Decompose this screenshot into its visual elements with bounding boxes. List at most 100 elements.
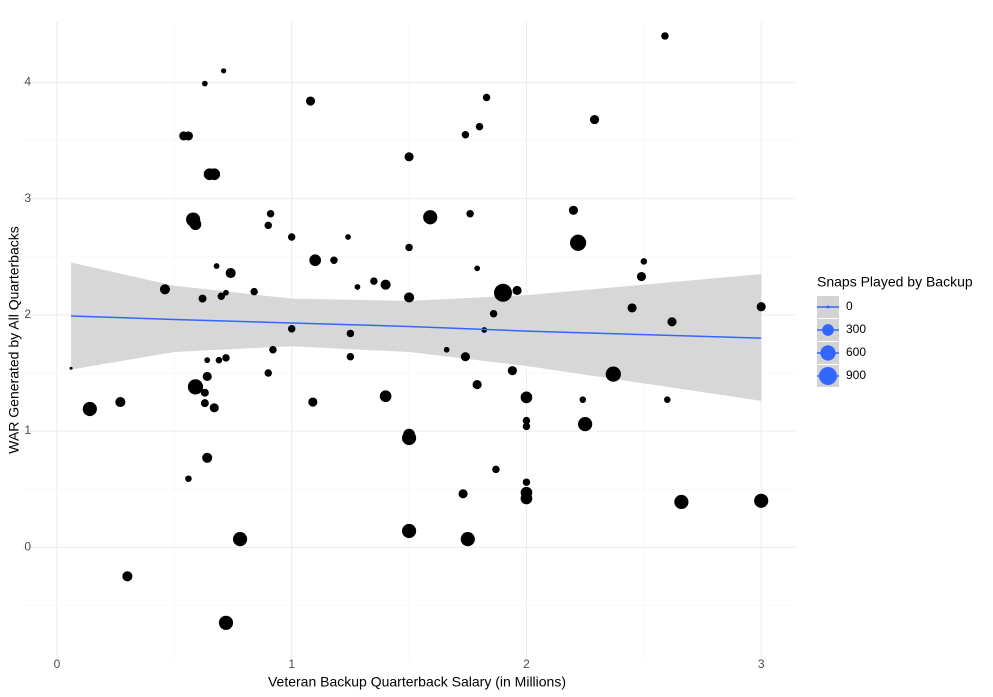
point: [605, 366, 621, 382]
point: [202, 371, 212, 382]
point: [232, 532, 248, 547]
point: [201, 80, 208, 87]
point: [264, 221, 272, 230]
point: [520, 492, 533, 505]
point: [474, 265, 481, 272]
y-axis-title: WAR Generated by All Quarterbacks: [6, 226, 22, 453]
point: [756, 302, 766, 312]
legend-title: Snaps Played by Backup: [817, 274, 973, 290]
point: [401, 430, 417, 446]
point: [185, 475, 192, 482]
point: [578, 417, 593, 432]
point: [522, 478, 531, 486]
y-tick-label: 4: [24, 75, 31, 89]
point: [492, 465, 500, 474]
point: [661, 32, 669, 40]
point: [69, 366, 73, 370]
point: [489, 309, 498, 318]
point: [200, 399, 209, 408]
x-tick-label: 0: [54, 657, 61, 671]
legend-key-point: [820, 345, 836, 361]
point: [346, 352, 355, 361]
x-tick-label: 3: [758, 657, 765, 671]
point: [472, 380, 482, 390]
point: [627, 303, 637, 313]
point: [579, 396, 587, 403]
point: [198, 294, 207, 303]
point: [209, 403, 219, 413]
point: [466, 210, 474, 218]
point: [115, 396, 126, 408]
point: [512, 285, 522, 296]
point: [266, 210, 275, 218]
point: [217, 292, 226, 300]
point: [308, 397, 318, 407]
point: [159, 284, 170, 295]
point: [640, 258, 648, 265]
point: [380, 279, 391, 290]
x-axis-title: Veteran Backup Quarterback Salary (in Mi…: [268, 674, 566, 690]
point: [674, 494, 689, 510]
point: [305, 96, 316, 106]
point: [379, 390, 392, 403]
point: [482, 93, 491, 102]
point: [222, 354, 230, 362]
point: [183, 131, 193, 141]
legend-key-point: [819, 367, 837, 385]
point: [443, 346, 450, 353]
y-tick-label: 2: [24, 307, 31, 321]
point: [264, 369, 272, 377]
point: [522, 416, 531, 425]
point: [589, 115, 600, 125]
point: [250, 287, 258, 296]
point: [520, 391, 533, 404]
point: [225, 267, 236, 279]
point: [346, 329, 355, 338]
point: [667, 317, 677, 327]
legend-key-point: [826, 305, 830, 309]
point: [187, 379, 204, 395]
fit-line: [71, 315, 762, 339]
y-tick-label: 0: [24, 539, 31, 553]
x-tick-label: 1: [288, 657, 295, 671]
point: [122, 571, 133, 582]
point: [223, 289, 229, 296]
point: [202, 452, 213, 463]
point: [475, 122, 484, 131]
point: [213, 263, 220, 269]
point: [309, 254, 322, 267]
point: [664, 396, 671, 403]
point: [493, 283, 512, 302]
point: [221, 68, 227, 74]
point: [82, 401, 97, 417]
point: [636, 271, 647, 282]
point: [215, 356, 223, 364]
point: [218, 615, 234, 630]
point: [287, 233, 296, 241]
point: [460, 352, 470, 362]
point: [404, 292, 415, 303]
point: [522, 422, 531, 431]
point: [269, 345, 277, 354]
point: [458, 489, 468, 499]
point: [208, 168, 221, 181]
point: [568, 205, 578, 215]
legend-label: 900: [846, 368, 866, 382]
point: [370, 277, 378, 285]
confidence-band: [71, 262, 762, 401]
y-tick-label: 1: [24, 423, 31, 437]
point: [461, 130, 470, 139]
point: [287, 325, 296, 333]
point: [354, 284, 361, 290]
y-tick-label: 3: [24, 191, 31, 205]
point: [507, 366, 517, 376]
point: [200, 388, 209, 397]
point: [330, 256, 338, 264]
point: [423, 210, 438, 225]
point: [460, 532, 475, 547]
point: [345, 234, 351, 240]
legend-label: 0: [846, 299, 853, 313]
point: [189, 218, 202, 231]
x-tick-label: 2: [523, 657, 530, 671]
